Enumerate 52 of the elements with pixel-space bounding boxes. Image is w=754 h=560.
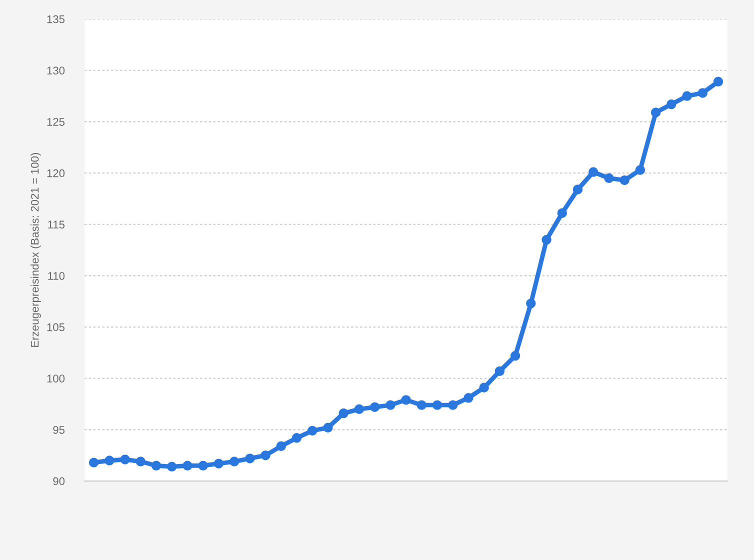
y-tick-label: 130 (47, 66, 65, 75)
point (214, 458, 224, 468)
point (136, 456, 146, 466)
point (245, 454, 255, 464)
y-tick-label: 95 (53, 426, 65, 434)
y-tick-label: 110 (48, 272, 65, 280)
point (526, 298, 536, 308)
point (370, 402, 380, 412)
y-tick-label: 135 (47, 15, 65, 24)
point (354, 404, 364, 414)
point (666, 99, 676, 110)
point (276, 441, 286, 451)
point (104, 456, 114, 466)
y-tick-label: 125 (47, 118, 65, 126)
point (542, 234, 552, 245)
point (432, 400, 442, 410)
point (682, 91, 692, 101)
point (464, 393, 474, 403)
point (620, 175, 630, 186)
y-tick-label: 115 (48, 220, 65, 229)
y-tick-label: 105 (47, 323, 65, 332)
y-tick-label: 120 (47, 169, 65, 178)
point (88, 458, 99, 468)
point (510, 350, 520, 361)
y-tick-label: 90 (53, 477, 65, 486)
point (572, 184, 583, 194)
point (167, 462, 177, 472)
point (120, 454, 130, 464)
point (386, 400, 396, 410)
y-axis-title: Erzeugerpreisindex (Basis: 2021 = 100) (30, 152, 41, 347)
point (198, 460, 208, 470)
point (650, 108, 661, 118)
point (588, 167, 598, 177)
point (292, 433, 302, 443)
point (338, 408, 348, 418)
point (308, 426, 318, 436)
y-tick-label: 100 (47, 374, 65, 383)
point (713, 76, 724, 87)
point (448, 400, 458, 410)
point (229, 456, 240, 466)
point (416, 400, 426, 410)
point (260, 450, 270, 460)
point (494, 366, 505, 376)
point (182, 460, 192, 470)
point (698, 88, 708, 98)
point (635, 165, 646, 175)
point (323, 422, 333, 433)
point (604, 173, 614, 184)
point (557, 208, 567, 218)
point (151, 460, 162, 470)
point (479, 382, 489, 392)
point (401, 395, 411, 405)
